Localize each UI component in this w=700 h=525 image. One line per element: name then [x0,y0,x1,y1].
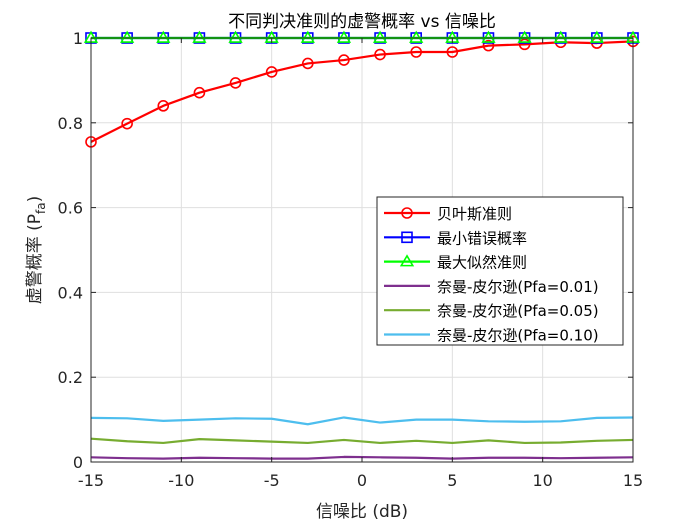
series-line [90,437,634,445]
x-tick-label: -5 [264,471,280,490]
x-tick-label: 0 [357,471,367,490]
series-6 [90,416,634,426]
legend-label: 贝叶斯准则 [437,205,512,223]
data-point-marker [300,30,315,43]
data-point-marker [553,30,568,43]
legend-marker [401,231,413,244]
series-line [90,40,634,143]
y-tick-label: 0.8 [58,114,83,133]
legend-item-1: 贝叶斯准则 [384,205,512,223]
data-point-marker [409,30,424,43]
legend-label: 最大似然准则 [437,254,527,272]
ticks: -15 -10 -5 0 5 10 15 0 0.2 0.4 0.6 0.8 1 [58,29,644,490]
legend-label: 奈曼-皮尔逊(Pfa=0.01) [437,278,599,296]
y-tick-label: 0 [73,453,83,472]
data-point-marker [481,30,496,43]
data-point-marker [410,46,423,58]
data-point-marker [336,30,352,43]
x-tick-label: 10 [532,471,552,490]
x-tick-label: 15 [623,471,643,490]
legend-marker [401,207,413,219]
y-tick-label: 0.2 [58,368,83,387]
data-point-marker [228,30,243,43]
legend-item-5: 奈曼-皮尔逊(Pfa=0.05) [384,302,599,320]
legend-label: 最小错误概率 [437,229,527,247]
data-point-marker [589,30,605,43]
x-tick-label: -10 [168,471,194,490]
legend-box [376,196,624,346]
data-point-marker [372,30,388,43]
legend-marker [399,254,415,267]
legend-item-3: 最大似然准则 [384,254,527,272]
data-point-marker [518,38,531,51]
data-point-marker [374,48,386,61]
legend-label: 奈曼-皮尔逊(Pfa=0.05) [437,302,599,320]
series-1 [85,35,639,148]
data-point-marker [338,54,350,66]
legend-item-4: 奈曼-皮尔逊(Pfa=0.01) [384,278,599,296]
y-axis-label-main: 虚警概率 (P [25,214,45,304]
data-point-marker [446,46,459,58]
x-tick-label: 5 [447,471,457,490]
data-point-marker [193,86,206,99]
data-point-marker [265,66,278,78]
data-point-marker [157,100,170,112]
y-axis-label-subscript: fa [34,202,48,214]
legend-label: 奈曼-皮尔逊(Pfa=0.10) [437,327,599,345]
x-tick-label: -15 [78,471,104,490]
data-point-marker [482,39,495,52]
x-axis-label: 信噪比 (dB) [316,502,408,522]
data-point-marker [121,117,133,130]
data-point-marker [301,57,314,70]
legend-item-2: 最小错误概率 [384,229,527,247]
chart-title: 不同判决准则的虚警概率 vs 信噪比 [228,12,496,32]
y-tick-label: 1 [73,29,83,48]
series-5 [90,437,634,445]
data-point-marker [229,77,242,89]
y-tick-label: 0.4 [58,283,83,302]
series-line [90,416,634,426]
legend-item-6: 奈曼-皮尔逊(Pfa=0.10) [384,327,599,345]
y-axis-label-close: ) [25,196,45,203]
data-point-marker [517,30,532,43]
y-axis-label: 虚警概率 (Pfa) [25,196,48,305]
data-point-marker [119,30,135,43]
data-point-marker [192,30,207,43]
data-point-marker [156,30,171,43]
y-tick-label: 0.6 [58,199,83,218]
